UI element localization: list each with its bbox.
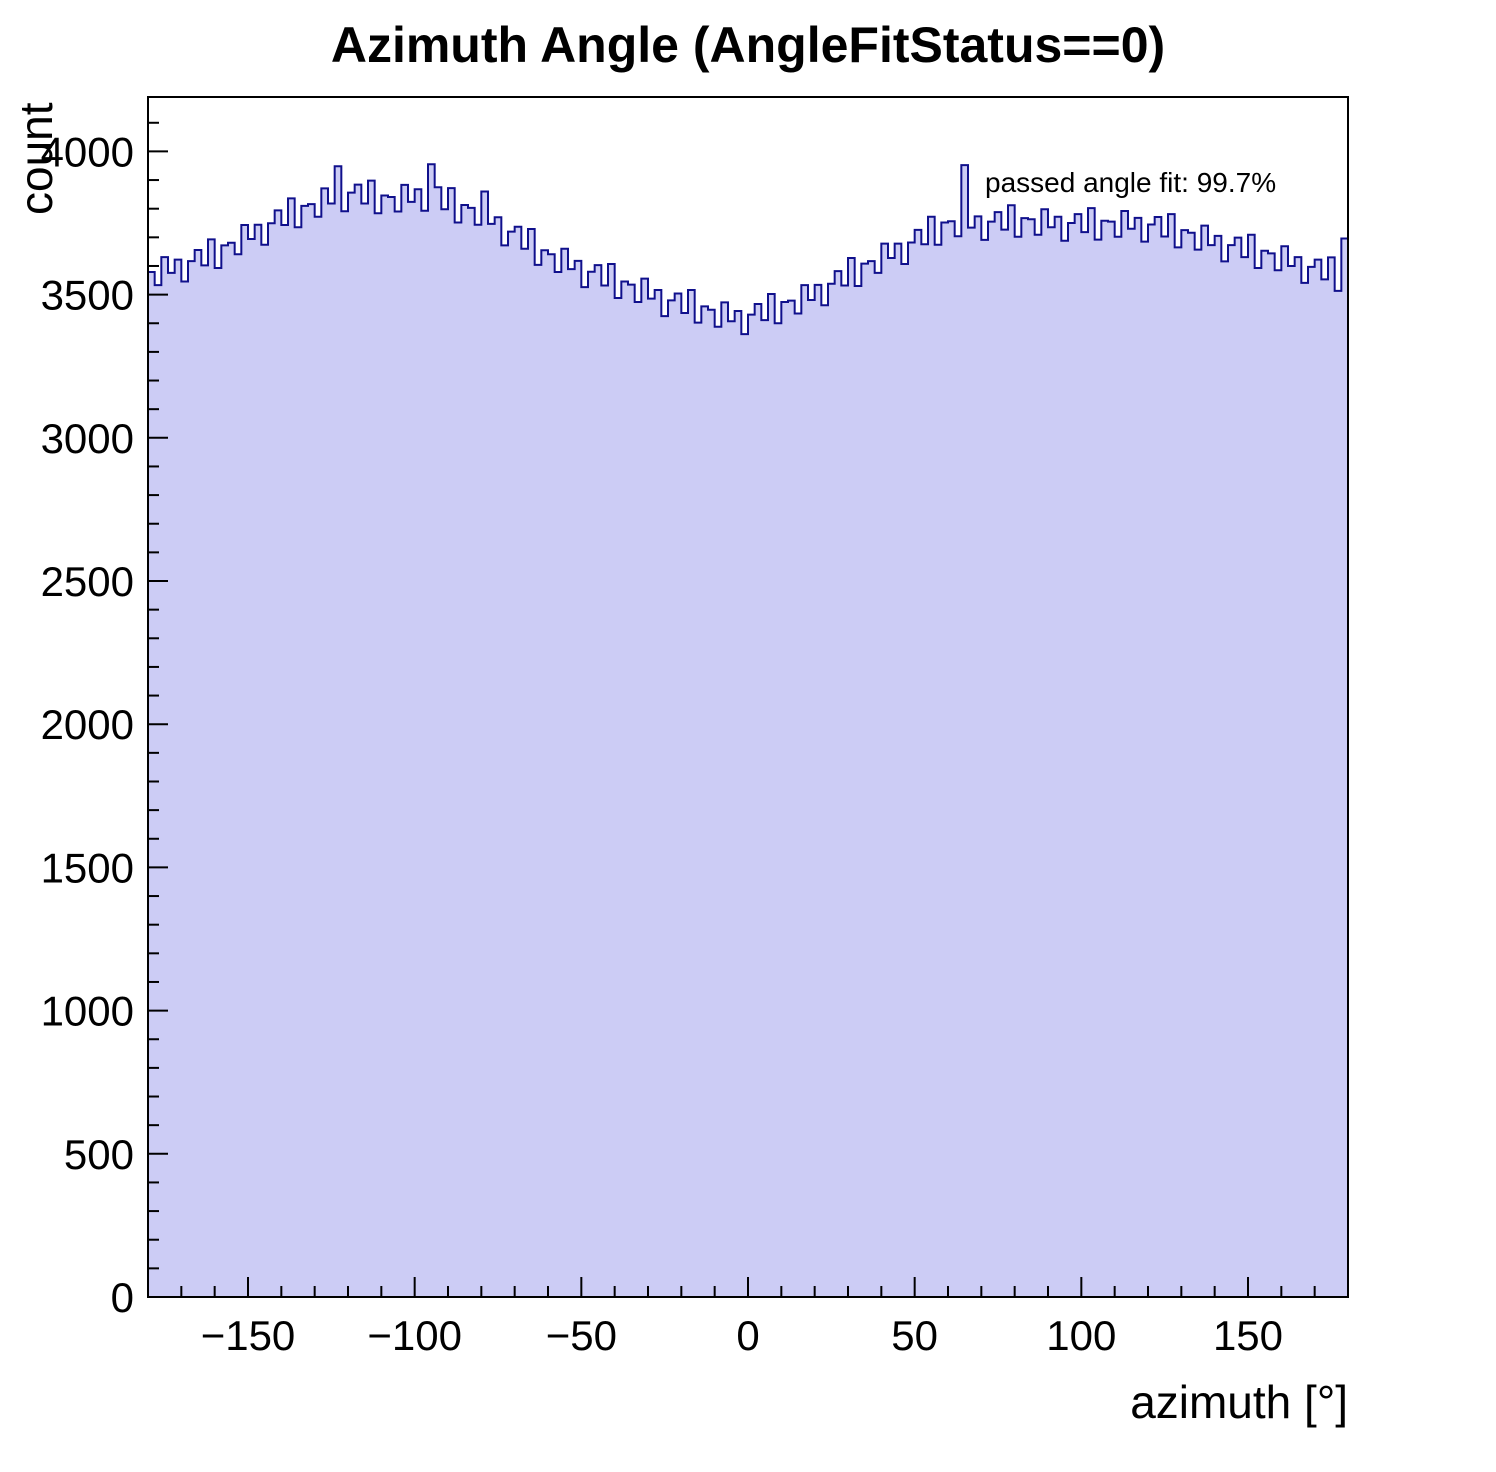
tick-label: 2500 <box>41 558 134 605</box>
tick-label: 500 <box>64 1131 134 1178</box>
x-axis-title: azimuth [°] <box>1130 1376 1348 1428</box>
tick-label: −100 <box>367 1312 462 1359</box>
tick-label: 150 <box>1213 1312 1283 1359</box>
tick-label: 1000 <box>41 988 134 1035</box>
histogram-area <box>147 163 1349 1298</box>
tick-label: −150 <box>201 1312 296 1359</box>
tick-label: 1500 <box>41 844 134 891</box>
tick-label: −50 <box>546 1312 617 1359</box>
x-axis-tick-labels: −150 −100 −50 0 50 100 150 <box>201 1312 1283 1359</box>
chart-title: Azimuth Angle (AngleFitStatus==0) <box>331 17 1165 73</box>
tick-label: 0 <box>736 1312 759 1359</box>
x-axis-ticks <box>180 1277 1316 1297</box>
tick-label: 2000 <box>41 701 134 748</box>
passed-fit-annotation: passed angle fit: 99.7% <box>985 167 1276 198</box>
y-axis-title: count <box>10 102 62 215</box>
y-axis-ticks <box>148 121 168 1298</box>
tick-label: 3000 <box>41 415 134 462</box>
tick-label: 50 <box>891 1312 938 1359</box>
tick-label: 4000 <box>41 128 134 175</box>
tick-label: 3500 <box>41 272 134 319</box>
y-axis-tick-labels: 0 500 1000 1500 2000 2500 3000 3500 4000 <box>41 128 134 1321</box>
tick-label: 0 <box>111 1274 134 1321</box>
tick-label: 100 <box>1046 1312 1116 1359</box>
